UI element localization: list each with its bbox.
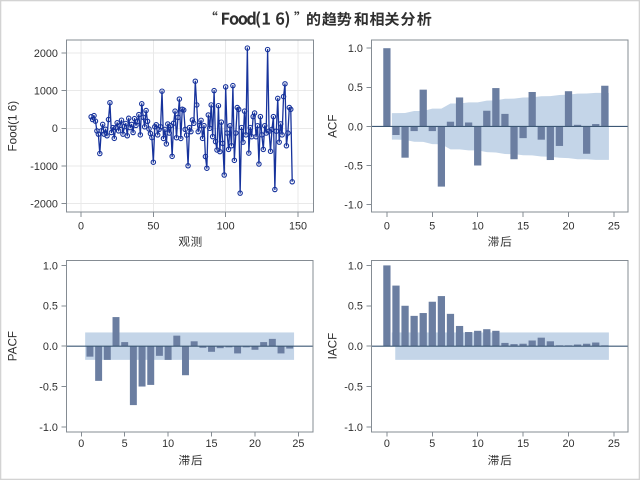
svg-text:IACF: IACF	[327, 333, 340, 360]
svg-text:10: 10	[472, 221, 484, 233]
svg-text:PACF: PACF	[7, 331, 20, 361]
svg-text:Food(1 6): Food(1 6)	[7, 101, 20, 152]
svg-text:25: 25	[608, 438, 620, 450]
svg-text:10: 10	[162, 438, 174, 450]
svg-text:-0.5: -0.5	[39, 381, 58, 393]
svg-text:1.0: 1.0	[43, 260, 58, 272]
svg-text:ACF: ACF	[327, 115, 340, 138]
svg-text:-1.0: -1.0	[39, 422, 58, 434]
svg-text:2000: 2000	[34, 48, 58, 60]
svg-text:-1.0: -1.0	[344, 422, 363, 434]
svg-text:20: 20	[249, 438, 261, 450]
svg-text:20: 20	[562, 438, 574, 450]
svg-text:15: 15	[517, 221, 529, 233]
svg-text:-0.5: -0.5	[344, 381, 363, 393]
svg-text:1000: 1000	[34, 85, 58, 97]
svg-text:0: 0	[78, 221, 84, 233]
svg-text:100: 100	[217, 221, 235, 233]
svg-text:-0.5: -0.5	[344, 160, 363, 172]
svg-text:-1.0: -1.0	[344, 199, 363, 211]
svg-text:20: 20	[562, 221, 574, 233]
svg-text:0.0: 0.0	[348, 121, 363, 133]
svg-text:150: 150	[289, 221, 307, 233]
svg-text:0: 0	[384, 221, 390, 233]
svg-text:0: 0	[78, 438, 84, 450]
svg-text:10: 10	[472, 438, 484, 450]
svg-text:0.5: 0.5	[348, 82, 363, 94]
svg-text:-2000: -2000	[30, 198, 58, 210]
svg-text:-1000: -1000	[30, 161, 58, 173]
svg-text:15: 15	[206, 438, 218, 450]
svg-text:0.5: 0.5	[43, 301, 58, 313]
svg-text:1.0: 1.0	[348, 43, 363, 55]
svg-text:0: 0	[384, 438, 390, 450]
svg-text:5: 5	[429, 438, 435, 450]
svg-text:0.0: 0.0	[348, 341, 363, 353]
svg-text:5: 5	[429, 221, 435, 233]
svg-text:0.5: 0.5	[348, 301, 363, 313]
svg-text:1.0: 1.0	[348, 260, 363, 272]
svg-text:0: 0	[52, 123, 58, 135]
svg-text:0.0: 0.0	[43, 341, 58, 353]
svg-text:50: 50	[147, 221, 159, 233]
svg-text:25: 25	[608, 221, 620, 233]
svg-text:15: 15	[517, 438, 529, 450]
svg-text:5: 5	[122, 438, 128, 450]
svg-text:25: 25	[292, 438, 304, 450]
